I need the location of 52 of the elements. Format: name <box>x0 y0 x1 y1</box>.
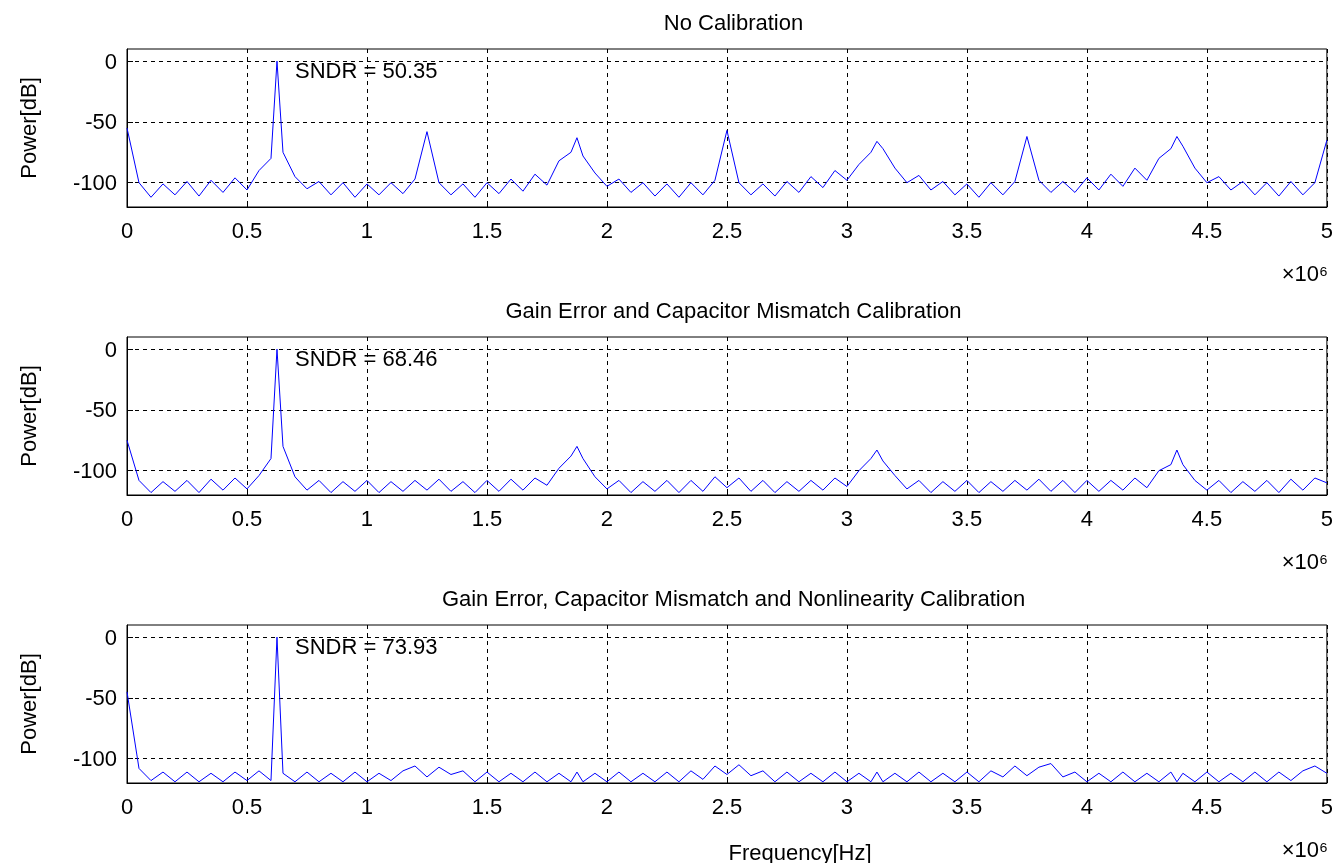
x-tick-label: 4 <box>1080 217 1094 243</box>
x-tick-label: 2 <box>600 217 614 243</box>
y-tick-label: 0 <box>104 336 117 362</box>
text: ×10⁶ <box>1281 548 1328 574</box>
x-tick-label: 2.5 <box>711 505 743 531</box>
x-tick-label: 4 <box>1080 505 1094 531</box>
y-tick-label: -50 <box>85 397 117 423</box>
y-axis-title: Power[dB] <box>15 653 41 755</box>
chart-title: Gain Error and Capacitor Mismatch Calibration <box>505 297 962 323</box>
y-tick-label: -50 <box>85 685 117 711</box>
x-tick-label: 1 <box>360 217 374 243</box>
x-tick-label: 0.5 <box>231 505 263 531</box>
x-tick-label: 4 <box>1080 793 1094 819</box>
chart-title: Gain Error, Capacitor Mismatch and Nonlinearity Calibration <box>441 585 1026 611</box>
x-tick-label: 4.5 <box>1191 793 1223 819</box>
x-tick-label: 1.5 <box>471 217 503 243</box>
y-tick-label: -100 <box>72 170 117 196</box>
text: ×10⁶ <box>1281 836 1328 862</box>
x-tick-label: 2.5 <box>711 793 743 819</box>
text: ×10⁶ <box>1281 260 1328 286</box>
x-tick-label: 2.5 <box>711 217 743 243</box>
y-axis-title: Power[dB] <box>15 365 41 467</box>
y-tick-label: -100 <box>72 458 117 484</box>
x-tick-label: 3.5 <box>951 217 983 243</box>
x-tick-label: 2 <box>600 505 614 531</box>
y-tick-label: -100 <box>72 746 117 772</box>
x-tick-label: 1.5 <box>471 793 503 819</box>
x-tick-label: 5 <box>1320 217 1334 243</box>
y-tick-label: 0 <box>104 48 117 74</box>
x-tick-label: 3 <box>840 505 854 531</box>
x-tick-label: 3 <box>840 217 854 243</box>
x-tick-label: 0 <box>120 793 134 819</box>
x-tick-label: 5 <box>1320 505 1334 531</box>
y-tick-label: 0 <box>104 624 117 650</box>
x-tick-label: 4.5 <box>1191 217 1223 243</box>
x-tick-label: 1 <box>360 793 374 819</box>
x-tick-label: 0 <box>120 217 134 243</box>
x-tick-label: 3.5 <box>951 505 983 531</box>
x-tick-label: 4.5 <box>1191 505 1223 531</box>
x-tick-label: 3.5 <box>951 793 983 819</box>
x-tick-label: 1.5 <box>471 505 503 531</box>
y-axis-title: Power[dB] <box>15 77 41 179</box>
x-tick-label: 3 <box>840 793 854 819</box>
x-tick-label: 0.5 <box>231 217 263 243</box>
x-tick-label: 2 <box>600 793 614 819</box>
line-series <box>126 60 1328 198</box>
x-tick-label: 0.5 <box>231 793 263 819</box>
chart-title: No Calibration <box>663 9 804 35</box>
x-tick-label: 1 <box>360 505 374 531</box>
y-tick-label: -50 <box>85 109 117 135</box>
x-tick-label: 5 <box>1320 793 1334 819</box>
x-tick-label: 0 <box>120 505 134 531</box>
